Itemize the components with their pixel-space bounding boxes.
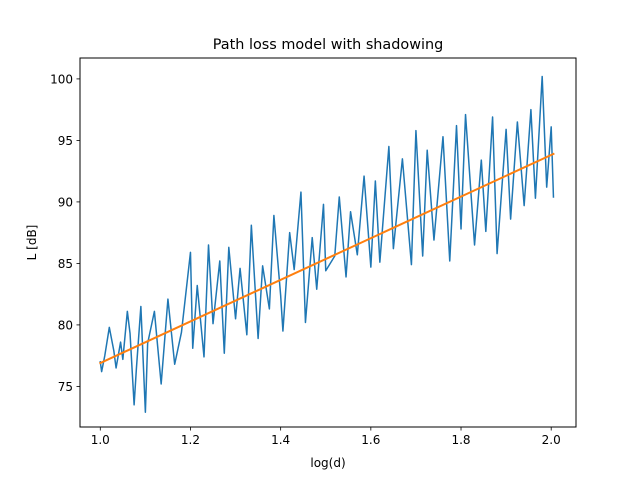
y-tick-label: 75 [58, 380, 73, 394]
x-tick-label: 2.0 [542, 433, 561, 447]
series-layer [98, 75, 555, 413]
x-tick-label: 1.4 [271, 433, 290, 447]
y-tick-label: 90 [58, 195, 73, 209]
measured-path-loss-line [99, 75, 555, 413]
plot-frame [79, 57, 577, 428]
x-axis-label: log(d) [310, 456, 345, 470]
y-tick-label: 85 [58, 257, 73, 271]
chart-title: Path loss model with shadowing [213, 37, 443, 53]
model-fit-line [98, 152, 555, 365]
x-tick-label: 1.2 [181, 433, 200, 447]
x-tick-label: 1.0 [91, 433, 110, 447]
x-axis-ticks: 1.0 1.2 1.4 1.6 1.8 2.0 [91, 427, 561, 447]
x-tick-label: 1.6 [361, 433, 380, 447]
y-tick-label: 100 [50, 72, 73, 86]
x-tick-label: 1.8 [451, 433, 470, 447]
y-axis-ticks: 75 80 85 90 95 100 [50, 72, 80, 394]
y-axis-label: L [dB] [25, 225, 39, 261]
y-tick-label: 95 [58, 134, 73, 148]
y-tick-label: 80 [58, 318, 73, 332]
